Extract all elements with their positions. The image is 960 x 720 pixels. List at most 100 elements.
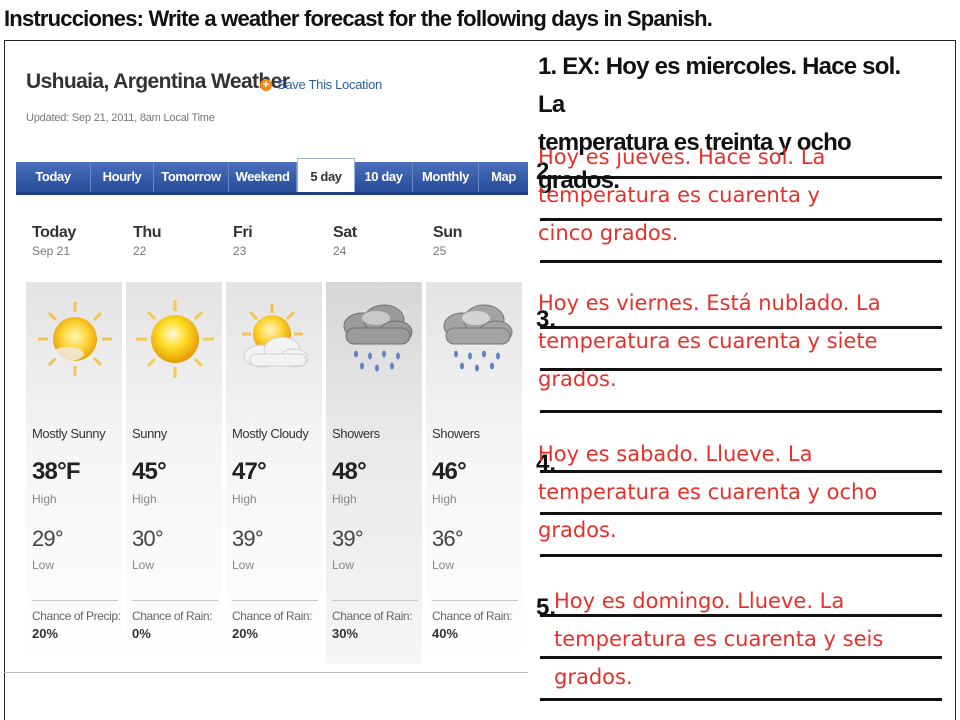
day-header: Fri 23	[233, 224, 328, 258]
weather-widget-screenshot: Ushuaia, Argentina Weather + Save This L…	[14, 44, 528, 670]
item-number: 3.	[536, 306, 557, 333]
forecast-column: Sunny 45° High 30° Low Chance of Rain: 0…	[126, 282, 224, 664]
location-title: Ushuaia, Argentina Weather	[26, 70, 290, 93]
item-number: 4.	[536, 450, 557, 477]
answer-line-text: temperatura es cuarenta y seis	[554, 627, 884, 651]
condition-label: Sunny	[132, 426, 167, 441]
day-name: Fri	[233, 224, 253, 241]
condition-label: Mostly Cloudy	[232, 426, 309, 441]
answer-line	[540, 512, 942, 515]
low-temp: 30°	[132, 526, 164, 551]
answer-line-text: temperatura es cuarenta y	[538, 183, 820, 207]
chance-value: 0%	[132, 626, 151, 641]
tab-5-day[interactable]: 5 day	[297, 158, 355, 192]
low-label: Low	[332, 558, 355, 572]
answer-4: Hoy es sabado. Llueve. La temperatura es…	[538, 435, 877, 549]
plus-circle-icon: +	[260, 78, 272, 91]
chance-label: Chance of Rain:	[332, 609, 413, 623]
answer-3: Hoy es viernes. Está nublado. La tempera…	[538, 284, 881, 398]
chance-label: Chance of Rain:	[432, 609, 513, 623]
low-label: Low	[232, 558, 255, 572]
low-label: Low	[132, 558, 155, 572]
chance-value: 40%	[432, 626, 459, 641]
save-location-label: Save This Location	[277, 77, 382, 92]
low-temp: 39°	[332, 526, 364, 551]
tab-tomorrow[interactable]: Tomorrow	[154, 162, 229, 192]
day-header: Thu 22	[133, 224, 228, 258]
answer-line-text: grados.	[538, 518, 617, 542]
updated-timestamp: Updated: Sep 21, 2011, 8am Local Time	[26, 112, 215, 124]
save-location-link[interactable]: + Save This Location	[260, 77, 382, 92]
day-name: Sun	[433, 224, 463, 241]
high-label: High	[132, 492, 157, 506]
answer-line	[540, 614, 942, 617]
tab-hourly[interactable]: Hourly	[91, 162, 154, 192]
tab-monthly[interactable]: Monthly	[413, 162, 479, 192]
tab-map[interactable]: Map	[479, 162, 528, 192]
mostly-cloudy-icon	[232, 296, 318, 382]
high-temp: 48°	[332, 458, 367, 485]
showers-icon	[432, 296, 518, 382]
answer-line	[540, 218, 942, 221]
day-name: Today	[32, 224, 76, 241]
high-label: High	[332, 492, 357, 506]
tab-today[interactable]: Today	[16, 162, 91, 192]
high-label: High	[32, 492, 57, 506]
answer-5: Hoy es domingo. Llueve. La temperatura e…	[554, 582, 883, 696]
answer-line-text: Hoy es viernes. Está nublado. La	[538, 291, 881, 315]
condition-label: Showers	[332, 426, 380, 441]
high-temp: 45°	[132, 458, 167, 485]
answer-line-text: temperatura es cuarenta y ocho	[538, 480, 878, 504]
answer-line	[540, 410, 942, 413]
low-temp: 39°	[232, 526, 264, 551]
example-line: temperatura es treinta y ocho grados.	[538, 129, 852, 194]
answer-line-text: Hoy es sabado. Llueve. La	[538, 442, 813, 466]
chance-value: 20%	[32, 626, 59, 641]
answer-line-text: cinco grados.	[538, 221, 679, 245]
instructions-heading: Instrucciones: Write a weather forecast …	[4, 6, 713, 31]
widget-bottom-border	[4, 672, 528, 673]
day-date: Sep 21	[32, 244, 71, 258]
low-temp: 36°	[432, 526, 464, 551]
day-header: Sun 25	[433, 224, 528, 258]
divider	[332, 600, 418, 601]
worksheet-frame	[4, 40, 956, 720]
chance-value: 20%	[232, 626, 259, 641]
divider	[232, 600, 318, 601]
day-date: 24	[333, 244, 347, 258]
divider	[32, 600, 118, 601]
divider	[432, 600, 518, 601]
day-header: Sat 24	[333, 224, 428, 258]
tab-10-day[interactable]: 10 day	[355, 162, 413, 192]
condition-label: Showers	[432, 426, 480, 441]
forecast-column: Showers 46° High 36° Low Chance of Rain:…	[426, 282, 524, 664]
high-temp: 38°F	[32, 458, 81, 485]
answer-line	[540, 470, 942, 473]
item-number: 5.	[536, 594, 557, 621]
answer-line	[540, 656, 942, 659]
answer-line	[540, 176, 942, 179]
showers-icon	[332, 296, 418, 382]
item-number: 2.	[536, 158, 557, 185]
forecast-tab-bar: Today Hourly Tomorrow Weekend 5 day 10 d…	[16, 158, 528, 195]
high-label: High	[232, 492, 257, 506]
high-temp: 46°	[432, 458, 467, 485]
high-label: High	[432, 492, 457, 506]
day-name: Thu	[133, 224, 162, 241]
example-line: 1. EX: Hoy es miercoles. Hace sol. La	[538, 53, 901, 118]
high-temp: 47°	[232, 458, 267, 485]
answer-line-text: temperatura es cuarenta y siete	[538, 329, 878, 353]
answer-line-text: grados.	[538, 367, 617, 391]
forecast-column: Showers 48° High 39° Low Chance of Rain:…	[326, 282, 424, 664]
day-date: 22	[133, 244, 147, 258]
answer-2: Hoy es jueves. Hace sol. La temperatura …	[538, 138, 825, 252]
tab-weekend[interactable]: Weekend	[229, 162, 297, 192]
divider	[132, 600, 218, 601]
day-date: 25	[433, 244, 447, 258]
sunny-icon	[132, 296, 218, 382]
low-label: Low	[432, 558, 455, 572]
forecast-column: Mostly Sunny 38°F High 29° Low Chance of…	[26, 282, 124, 664]
answer-line	[540, 698, 942, 701]
answer-line	[540, 554, 942, 557]
answer-line	[540, 260, 942, 263]
